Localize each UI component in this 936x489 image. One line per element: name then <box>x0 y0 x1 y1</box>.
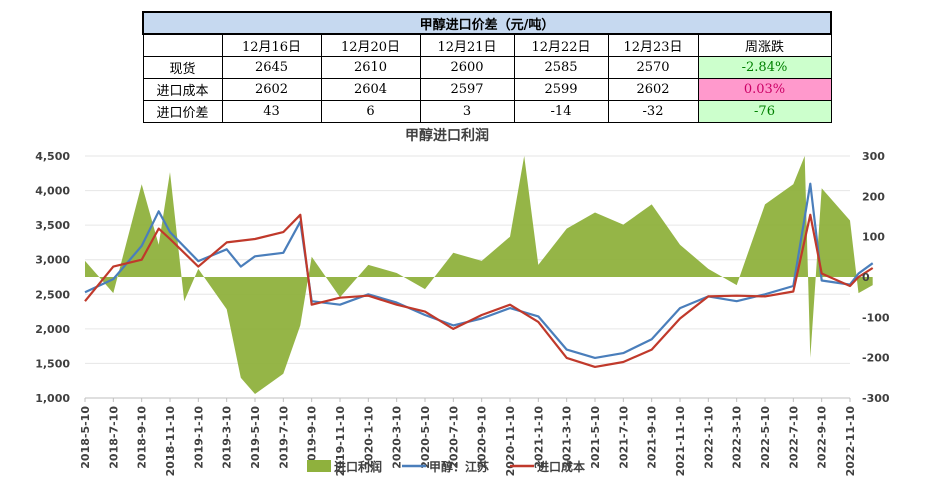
y-left-tick-label: 4,500 <box>35 150 70 163</box>
x-tick-label: 2019-5-10 <box>249 406 262 469</box>
x-tick-label: 2019-1-10 <box>192 406 205 469</box>
y-left-tick-label: 2,000 <box>35 323 70 336</box>
x-tick-label: 2020-5-10 <box>419 406 432 469</box>
x-tick-label: 2022-1-10 <box>702 406 715 469</box>
y-right-tick-label: 100 <box>862 231 885 244</box>
row-label-import-cost: 进口成本 <box>142 78 223 101</box>
table-title: 甲醇进口价差（元/吨） <box>142 11 832 35</box>
x-tick-label: 2022-3-10 <box>731 406 744 469</box>
table-cell: -14 <box>513 100 609 123</box>
price-line-series <box>84 182 874 368</box>
y-right-tick-label: 300 <box>862 150 885 163</box>
table-cell: 2597 <box>419 78 515 101</box>
y-right-tick-label: 200 <box>862 190 885 203</box>
x-tick-label: 2018-7-10 <box>107 406 120 469</box>
x-tick-label: 2018-11-10 <box>164 406 177 477</box>
legend: 进口利润 甲醇：江苏 进口成本 <box>307 459 585 474</box>
change-cell: -2.84% <box>697 56 832 79</box>
x-tick-label: 2021-1-10 <box>532 406 545 469</box>
x-tick-label: 2020-1-10 <box>362 406 375 469</box>
table-cell: 43 <box>221 100 322 123</box>
legend-label: 进口利润 <box>334 459 382 474</box>
x-tick-label: 2018-9-10 <box>136 406 149 469</box>
x-tick-label: 2022-11-10 <box>844 406 857 477</box>
header-date-4: 12月22日 <box>513 33 609 57</box>
x-tick-label: 2021-5-10 <box>589 406 602 469</box>
y-right-tick-label: -100 <box>862 311 890 324</box>
header-date-5: 12月23日 <box>607 33 699 57</box>
x-tick-label: 2020-3-10 <box>391 406 404 469</box>
header-date-1: 12月16日 <box>221 33 322 57</box>
table-row: 进口价差 43 6 3 -14 -32 -76 <box>142 100 832 123</box>
legend-swatch <box>307 460 331 472</box>
x-tick-label: 2021-9-10 <box>646 406 659 469</box>
table-header-row: 12月16日 12月20日 12月21日 12月22日 12月23日 周涨跌 <box>142 33 832 57</box>
profit-area <box>85 156 873 394</box>
x-tick-label: 2022-5-10 <box>759 406 772 469</box>
y-left-tick-label: 4,000 <box>35 185 70 198</box>
y-left-tick-label: 2,500 <box>35 288 70 301</box>
profit-area-series <box>85 156 873 394</box>
x-tick-label: 2022-7-10 <box>787 406 800 469</box>
header-date-3: 12月21日 <box>419 33 515 57</box>
table-cell: 2645 <box>221 56 322 79</box>
y-left-tick-label: 3,000 <box>35 254 70 267</box>
table-cell: 2585 <box>513 56 609 79</box>
legend-label: 进口成本 <box>537 459 585 474</box>
x-tick-label: 2019-7-10 <box>277 406 290 469</box>
header-weekly-change: 周涨跌 <box>697 33 832 57</box>
axes: 1,000 1,500 2,000 2,500 3,000 3,500 4,000 4,500… <box>35 150 890 476</box>
table-cell: 3 <box>419 100 515 123</box>
x-tick-label: 2019-3-10 <box>221 406 234 469</box>
price-spread-table: 甲醇进口价差（元/吨） 12月16日 12月20日 12月21日 12月22日 … <box>142 11 832 123</box>
table-cell: -32 <box>607 100 699 123</box>
x-tick-label: 2019-9-10 <box>306 406 319 469</box>
x-tick-label: 2020-11-10 <box>504 406 517 477</box>
chart-title: 甲醇进口利润 <box>405 127 489 144</box>
x-tick-label: 2018-5-10 <box>79 406 92 469</box>
x-tick-label: 2020-9-10 <box>476 406 489 469</box>
y-left-tick-label: 3,500 <box>35 219 70 232</box>
x-tick-label: 2021-11-10 <box>674 406 687 477</box>
change-cell: -76 <box>697 100 832 123</box>
x-tick-label: 2019-11-10 <box>334 406 347 477</box>
legend-label: 甲醇：江苏 <box>429 459 489 474</box>
y-right-tick-label: -300 <box>862 392 890 405</box>
y-right-tick-label: -200 <box>862 352 890 365</box>
x-tick-label: 2020-7-10 <box>447 406 460 469</box>
x-tick-label: 2022-9-10 <box>816 406 829 469</box>
table-cell: 6 <box>320 100 421 123</box>
row-label-spot: 现货 <box>142 56 223 79</box>
header-date-2: 12月20日 <box>320 33 421 57</box>
y-left-tick-label: 1,500 <box>35 357 70 370</box>
y-left-tick-label: 1,000 <box>35 392 70 405</box>
x-tick-label: 2021-7-10 <box>617 406 630 469</box>
line-series <box>84 213 874 368</box>
y-right-tick-label: 0 <box>862 271 870 284</box>
x-tick-label: 2021-3-10 <box>561 406 574 469</box>
